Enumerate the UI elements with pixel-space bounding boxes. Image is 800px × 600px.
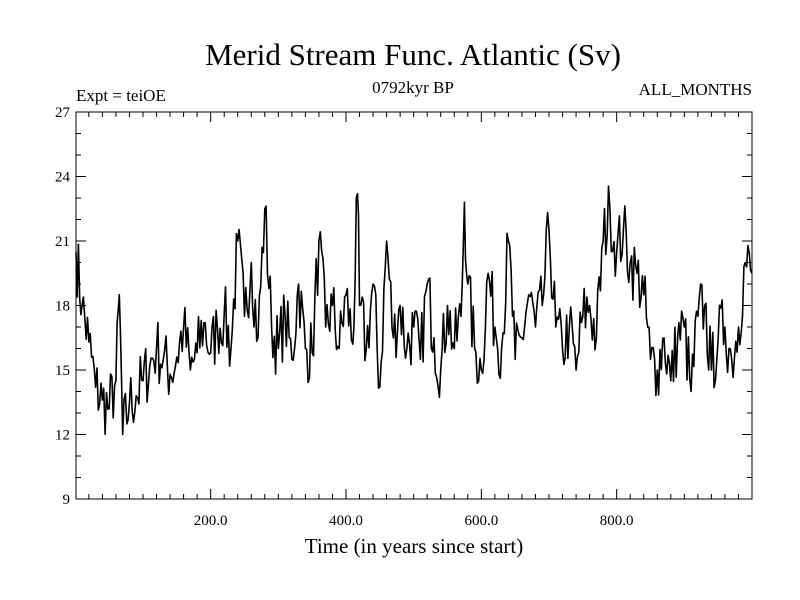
series-line	[75, 185, 753, 436]
y-tick-label: 18	[55, 299, 70, 315]
x-tick-label: 400.0	[329, 513, 363, 529]
x-tick-label: 800.0	[600, 513, 634, 529]
y-tick-label: 9	[63, 492, 71, 508]
axis-ticks	[76, 111, 752, 500]
y-tick-labels: 9 12 15 18 21 24 27	[55, 105, 71, 508]
y-tick-label: 27	[55, 105, 71, 121]
y-tick-label: 12	[55, 428, 70, 444]
y-tick-label: 21	[55, 234, 70, 250]
months-label: ALL_MONTHS	[639, 80, 752, 99]
x-tick-label: 200.0	[194, 513, 228, 529]
x-tick-labels: 200.0 400.0 600.0 800.0	[194, 513, 634, 529]
y-tick-label: 15	[55, 363, 70, 379]
chart-title: Merid Stream Func. Atlantic (Sv)	[205, 37, 621, 72]
plot-frame	[75, 111, 753, 500]
period-label: 0792kyr BP	[372, 78, 454, 97]
x-axis-label: Time (in years since start)	[305, 534, 524, 558]
experiment-label: Expt = teiOE	[76, 86, 166, 105]
y-tick-label: 24	[55, 170, 71, 186]
x-tick-label: 600.0	[464, 513, 498, 529]
